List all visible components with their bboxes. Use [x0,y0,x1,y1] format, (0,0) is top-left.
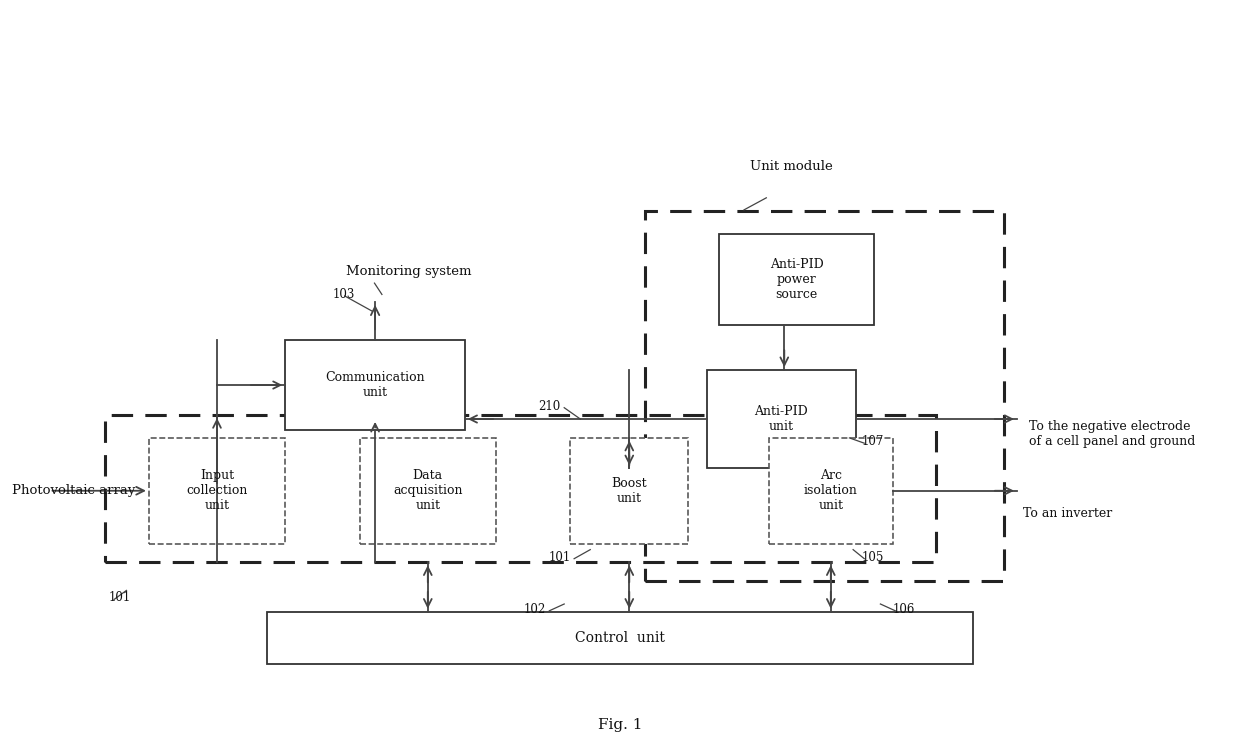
Bar [719,234,874,325]
Text: 106: 106 [893,602,915,616]
Bar [769,438,893,544]
Text: Input
collection
unit: Input collection unit [186,470,248,512]
Text: Data
acquisition
unit: Data acquisition unit [393,470,463,512]
Text: Arc
isolation
unit: Arc isolation unit [804,470,858,512]
Text: 105: 105 [862,550,884,564]
Bar [570,438,688,544]
Text: Unit module: Unit module [750,159,832,173]
Bar [105,415,936,562]
Bar [707,370,856,468]
Bar [149,438,285,544]
Text: 101: 101 [548,550,570,564]
Text: 210: 210 [538,399,560,413]
Text: To the negative electrode
of a cell panel and ground: To the negative electrode of a cell pane… [1029,420,1195,448]
Text: Anti-PID
unit: Anti-PID unit [754,405,808,433]
Text: Anti-PID
power
source: Anti-PID power source [770,258,823,300]
Bar [285,340,465,430]
Text: 102: 102 [523,602,546,616]
Text: 107: 107 [862,435,884,448]
Text: 101: 101 [109,591,131,605]
Bar [267,612,973,664]
Text: Communication
unit: Communication unit [325,371,425,399]
Bar [360,438,496,544]
Text: Boost
unit: Boost unit [611,476,647,505]
Text: To an inverter: To an inverter [1023,507,1112,520]
Text: Fig. 1: Fig. 1 [598,718,642,732]
Text: Photovoltaic array: Photovoltaic array [12,484,135,498]
Text: Control  unit: Control unit [575,631,665,645]
Bar [645,211,1004,581]
Text: 103: 103 [332,288,355,301]
Text: Monitoring system: Monitoring system [346,265,472,279]
